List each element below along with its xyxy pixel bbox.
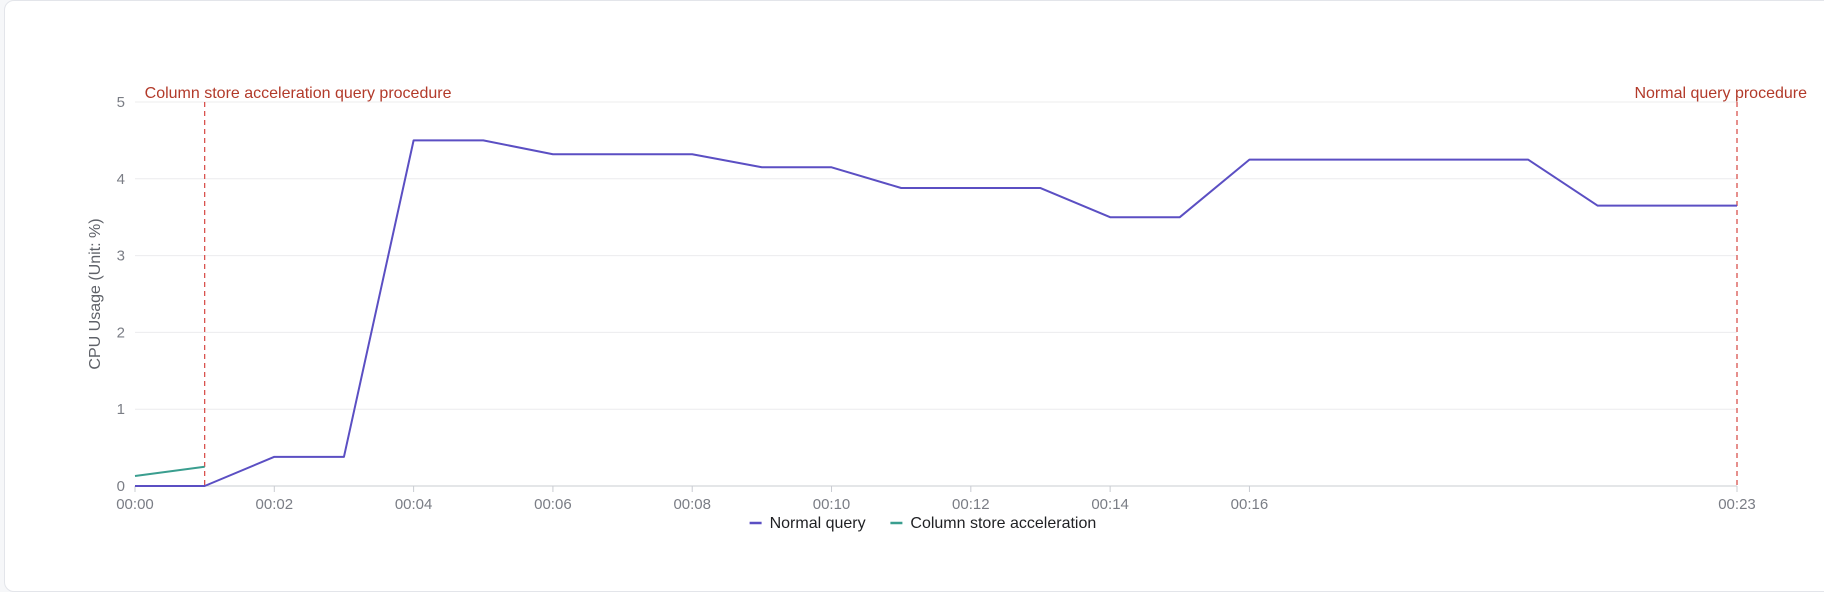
x-tick-label: 00:10 [813, 496, 851, 513]
x-tick-label: 00:06 [534, 496, 572, 513]
x-tick-label: 00:00 [116, 496, 154, 513]
x-tick-label: 00:08 [673, 496, 711, 513]
x-tick-label: 00:04 [395, 496, 433, 513]
annotation-label: Column store acceleration query procedur… [145, 85, 452, 102]
x-axis-ticks: 00:00 00:02 00:04 00:06 00:08 00:10 00:12 00:14… [116, 486, 1756, 513]
x-tick-label: 00:23 [1718, 496, 1756, 513]
series-lines [134, 139, 1737, 487]
legend-label: Normal query [770, 515, 866, 532]
chart-card [4, 0, 1824, 592]
legend-item[interactable]: Column store acceleration [890, 515, 1096, 532]
y-tick-label: 4 [117, 171, 125, 188]
y-axis-ticks: 0 1 2 3 4 5 [117, 94, 125, 495]
annotations: Column store acceleration query procedur… [145, 85, 1807, 486]
series-line [134, 465, 205, 478]
y-tick-label: 2 [117, 324, 125, 341]
annotation-label: Normal query procedure [1634, 85, 1807, 102]
x-tick-label: 00:16 [1231, 496, 1269, 513]
grid-lines [135, 101, 1737, 410]
y-axis-label: CPU Usage (Unit: %) [87, 218, 104, 369]
y-tick-label: 0 [117, 478, 125, 495]
legend[interactable]: Normal query Column store acceleration [749, 515, 1097, 532]
legend-label: Column store acceleration [910, 515, 1096, 532]
y-tick-label: 3 [117, 248, 125, 265]
legend-item[interactable]: Normal query [749, 515, 866, 532]
series-line [135, 139, 1737, 487]
y-tick-label: 1 [117, 401, 125, 418]
x-tick-label: 00:14 [1091, 496, 1129, 513]
x-tick-label: 00:12 [952, 496, 990, 513]
y-tick-label: 5 [117, 94, 125, 111]
x-tick-label: 00:02 [256, 496, 294, 513]
